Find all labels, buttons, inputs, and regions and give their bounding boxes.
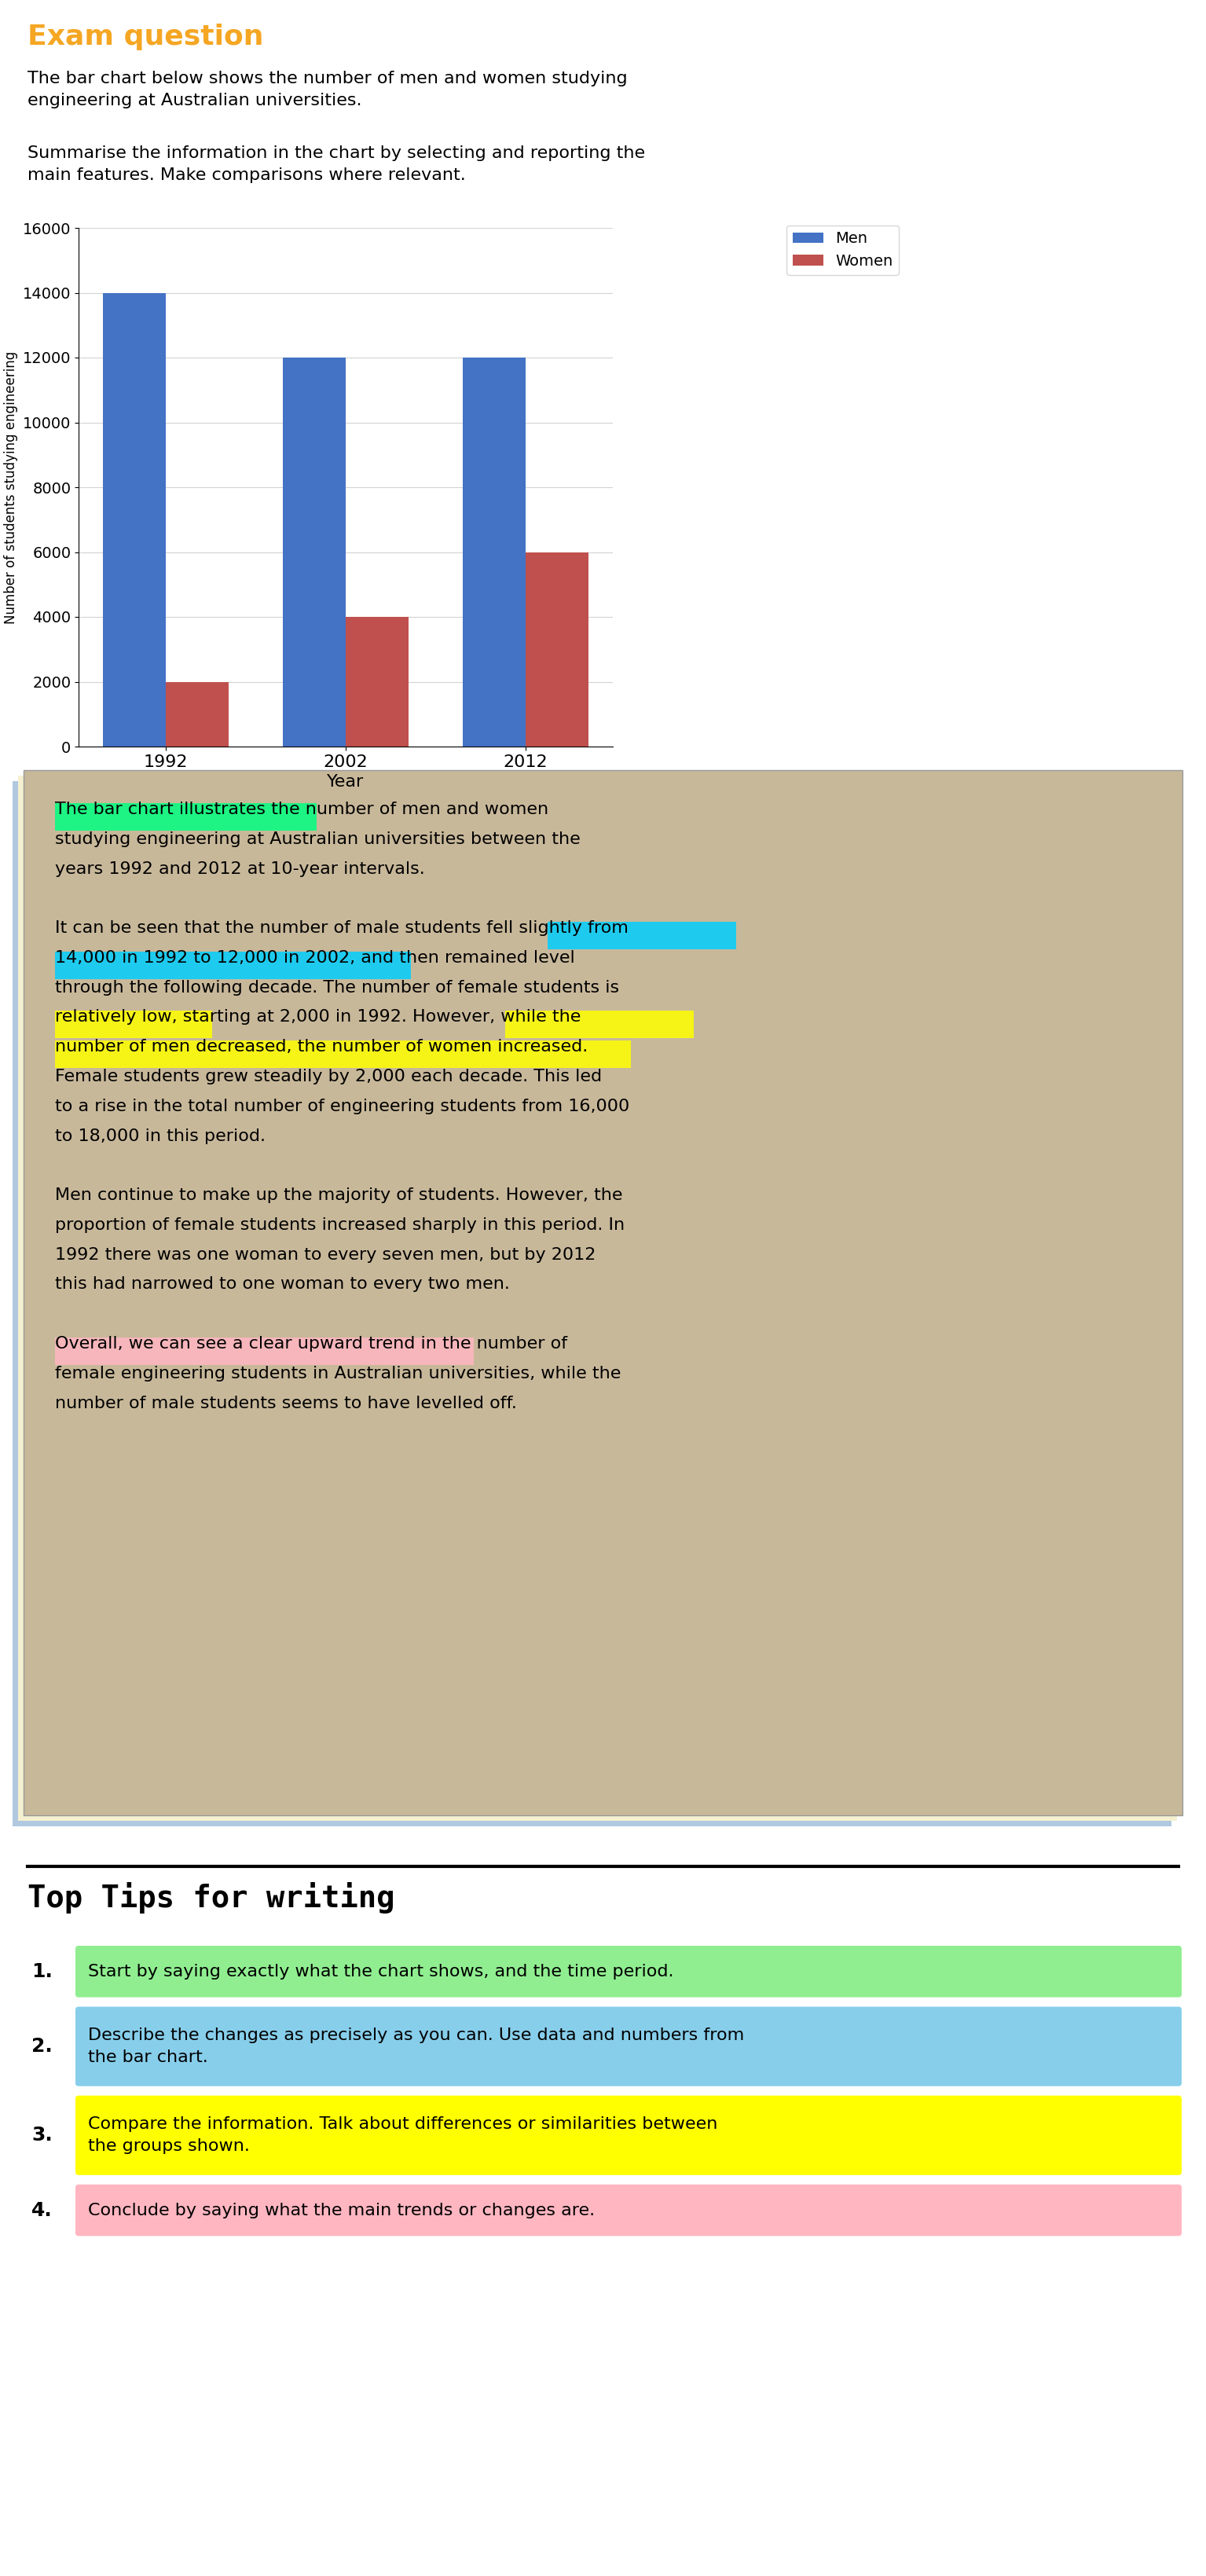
Text: years 1992 and 2012 at 10-year intervals.: years 1992 and 2012 at 10-year intervals… <box>55 860 425 876</box>
Bar <box>282 358 346 747</box>
Text: 2.: 2. <box>31 2038 52 2056</box>
Bar <box>505 1010 693 1038</box>
Text: Female students grew steadily by 2,000 each decade. This led: Female students grew steadily by 2,000 e… <box>55 1069 602 1084</box>
Bar <box>103 294 165 747</box>
FancyBboxPatch shape <box>76 1945 1182 1996</box>
Text: female engineering students in Australian universities, while the: female engineering students in Australia… <box>55 1365 621 1381</box>
Text: Compare the information. Talk about differences or similarities between
the grou: Compare the information. Talk about diff… <box>88 2117 718 2154</box>
Text: 3.: 3. <box>31 2125 52 2146</box>
Text: to a rise in the total number of engineering students from 16,000: to a rise in the total number of enginee… <box>55 1097 630 1115</box>
Bar <box>55 951 411 979</box>
Text: Summarise the information in the chart by selecting and reporting the
main featu: Summarise the information in the chart b… <box>28 144 645 183</box>
Text: Describe the changes as precisely as you can. Use data and numbers from
the bar : Describe the changes as precisely as you… <box>88 2027 744 2066</box>
Legend: Men, Women: Men, Women <box>786 224 898 276</box>
Bar <box>463 358 526 747</box>
Bar <box>55 1041 631 1069</box>
Text: number of male students seems to have levelled off.: number of male students seems to have le… <box>55 1396 517 1412</box>
FancyBboxPatch shape <box>76 2097 1182 2174</box>
Text: Top Tips for writing: Top Tips for writing <box>28 1883 394 1914</box>
Bar <box>55 1337 474 1365</box>
Bar <box>346 616 409 747</box>
Bar <box>165 683 229 747</box>
Text: Start by saying exactly what the chart shows, and the time period.: Start by saying exactly what the chart s… <box>88 1963 674 1978</box>
Text: number of men decreased, the number of women increased.: number of men decreased, the number of w… <box>55 1038 587 1054</box>
X-axis label: Year: Year <box>327 775 364 791</box>
Text: It can be seen that the number of male students fell slightly from: It can be seen that the number of male s… <box>55 920 628 935</box>
Y-axis label: Number of students studying engineering: Number of students studying engineering <box>4 350 18 623</box>
Text: this had narrowed to one woman to every two men.: this had narrowed to one woman to every … <box>55 1278 510 1293</box>
Text: The bar chart below shows the number of men and women studying
engineering at Au: The bar chart below shows the number of … <box>28 70 627 108</box>
Text: The bar chart illustrates the number of men and women: The bar chart illustrates the number of … <box>55 801 549 817</box>
FancyBboxPatch shape <box>76 2007 1182 2087</box>
Bar <box>24 770 1182 1816</box>
Text: proportion of female students increased sharply in this period. In: proportion of female students increased … <box>55 1218 625 1234</box>
Bar <box>548 922 736 948</box>
Text: 1.: 1. <box>31 1963 53 1981</box>
Text: through the following decade. The number of female students is: through the following decade. The number… <box>55 979 619 994</box>
Text: 14,000 in 1992 to 12,000 in 2002, and then remained level: 14,000 in 1992 to 12,000 in 2002, and th… <box>55 951 575 966</box>
Bar <box>55 1010 212 1038</box>
Text: Exam question: Exam question <box>28 23 264 52</box>
FancyBboxPatch shape <box>76 2184 1182 2236</box>
Text: Conclude by saying what the main trends or changes are.: Conclude by saying what the main trends … <box>88 2202 595 2218</box>
Bar <box>526 551 589 747</box>
Text: studying engineering at Australian universities between the: studying engineering at Australian unive… <box>55 832 580 848</box>
Text: 4.: 4. <box>31 2200 52 2221</box>
Text: 1992 there was one woman to every seven men, but by 2012: 1992 there was one woman to every seven … <box>55 1247 596 1262</box>
Bar <box>55 804 317 829</box>
Text: Men continue to make up the majority of students. However, the: Men continue to make up the majority of … <box>55 1188 622 1203</box>
Text: to 18,000 in this period.: to 18,000 in this period. <box>55 1128 265 1144</box>
Text: relatively low, starting at 2,000 in 1992. However, while the: relatively low, starting at 2,000 in 199… <box>55 1010 581 1025</box>
Bar <box>18 775 1177 1821</box>
Bar <box>12 781 1171 1826</box>
Text: Overall, we can see a clear upward trend in the number of: Overall, we can see a clear upward trend… <box>55 1337 567 1352</box>
